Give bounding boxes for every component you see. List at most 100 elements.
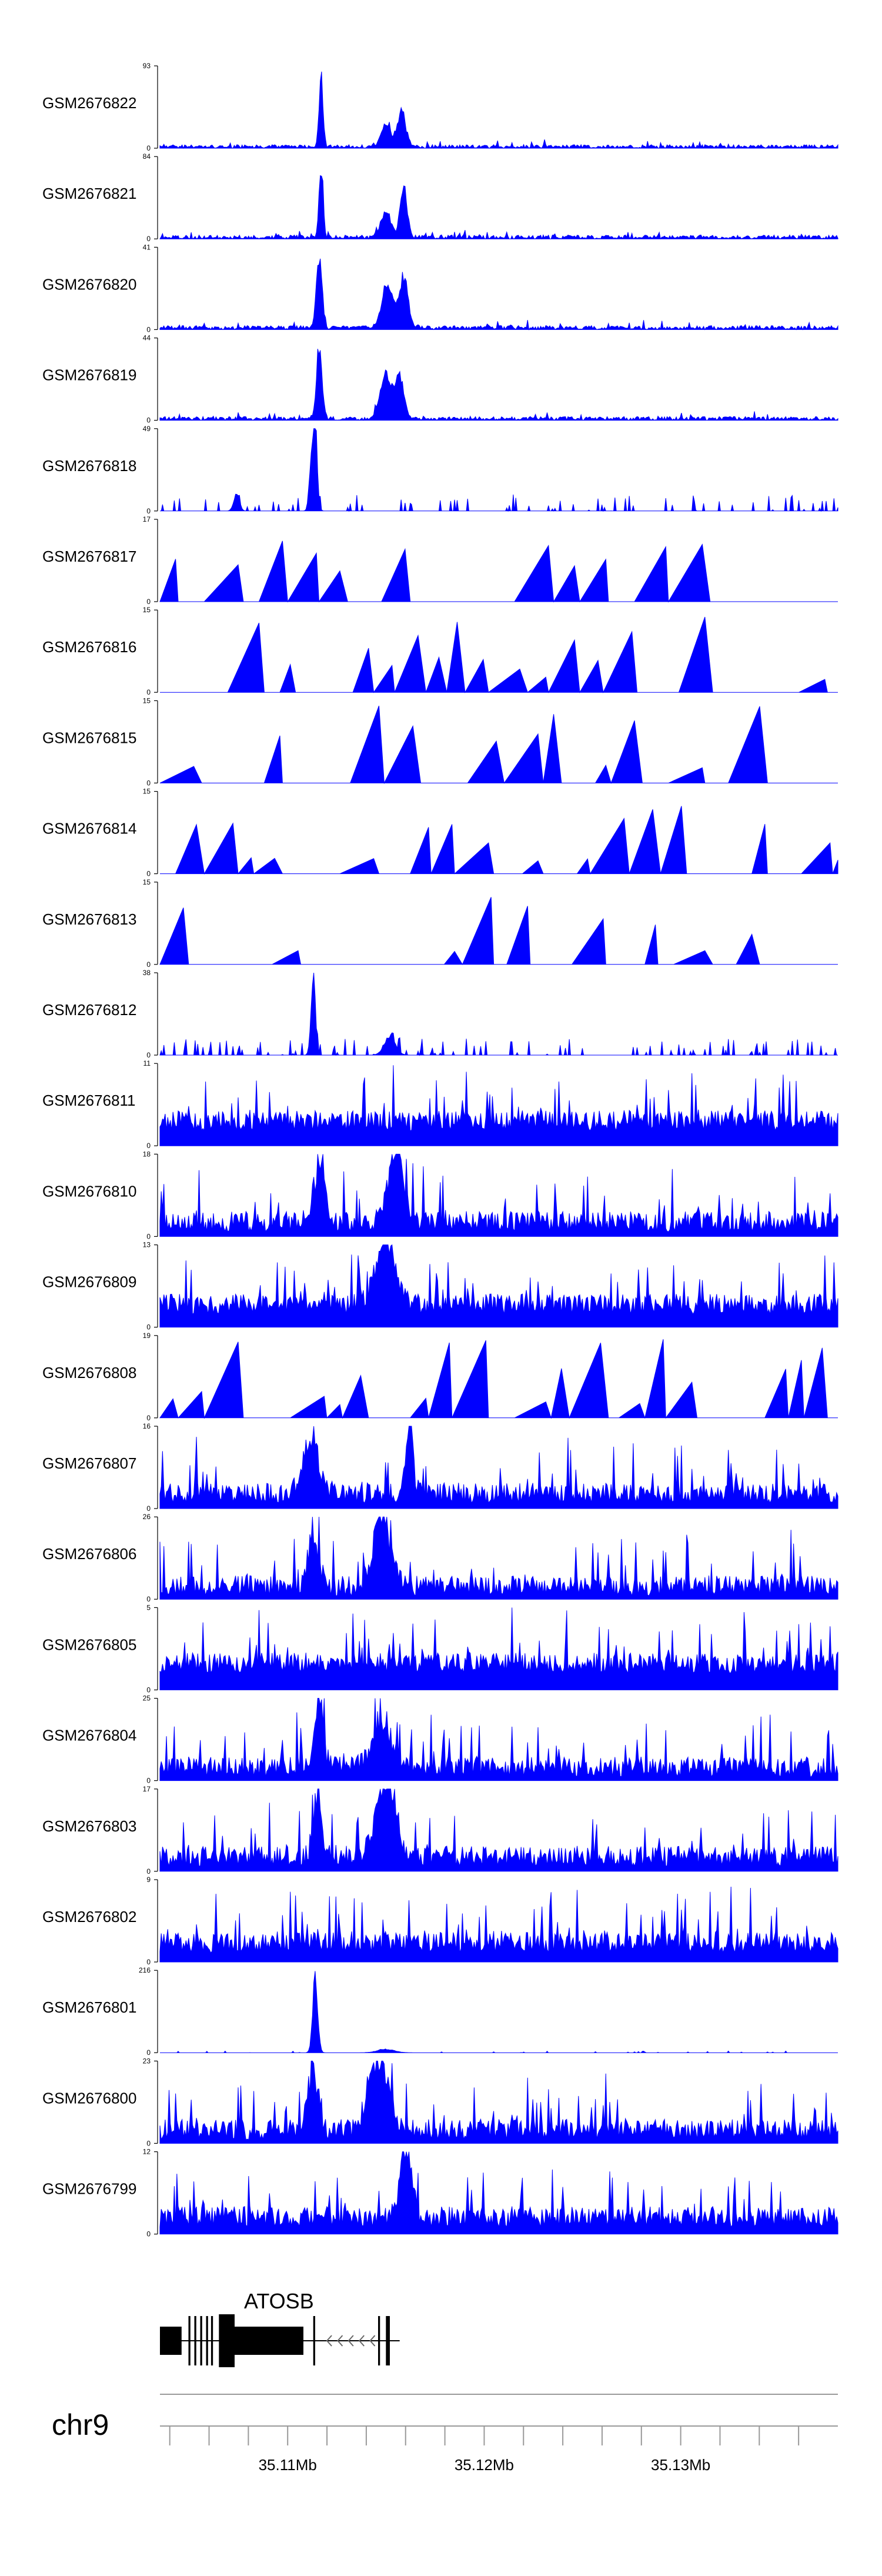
coverage-area [159,1788,838,1872]
track-label: GSM2676819 [42,366,136,384]
y-max-label: 5 [146,1603,151,1611]
coverage-area [159,1244,838,1328]
y-max-label: 44 [143,334,151,342]
y-min-label: 0 [146,1323,151,1332]
y-max-label: 84 [143,152,151,161]
track-label: GSM2676814 [42,820,136,837]
track-label: GSM2676818 [42,457,136,475]
y-min-label: 0 [146,779,151,787]
y-max-label: 216 [139,1966,151,1974]
y-min-label: 0 [146,325,151,333]
gene-exon [378,2316,380,2365]
coverage-area [159,1516,838,1600]
track-GSM2676817: GSM2676817 17 0 [42,515,838,606]
strand-arrow [369,2335,376,2347]
y-max-label: 9 [146,1876,151,1884]
x-tick-label: 35.12Mb [455,2456,514,2474]
track-GSM2676799: GSM2676799 12 0 [42,2148,838,2238]
gene-annotation-track: ATOSB [160,2289,400,2367]
track-label: GSM2676820 [42,275,136,293]
coverage-area [159,2151,838,2235]
coverage-area [160,1971,838,2053]
track-label: GSM2676806 [42,1545,136,1563]
x-tick-label: 35.11Mb [259,2456,317,2474]
track-label: GSM2676805 [42,1636,136,1653]
track-GSM2676814: GSM2676814 15 0 [42,788,838,878]
track-label: GSM2676811 [42,1092,136,1109]
y-min-label: 0 [146,598,151,606]
track-GSM2676809: GSM2676809 13 0 [42,1241,838,1332]
track-GSM2676820: GSM2676820 41 0 [42,243,838,333]
track-label: GSM2676799 [42,2180,136,2198]
y-min-label: 0 [146,688,151,696]
track-label: GSM2676810 [42,1182,136,1200]
track-GSM2676808: GSM2676808 19 0 [42,1332,838,1422]
gene-exon [313,2316,315,2365]
y-max-label: 16 [143,1422,151,1430]
coverage-area [159,258,838,331]
gene-exon [219,2314,235,2367]
track-label: GSM2676812 [42,1001,136,1019]
track-label: GSM2676801 [42,1998,136,2016]
y-min-label: 0 [146,960,151,969]
coverage-area [159,1065,838,1146]
y-max-label: 25 [143,1694,151,1703]
y-max-label: 11 [143,1059,151,1067]
track-label: GSM2676813 [42,910,136,928]
y-max-label: 41 [143,243,151,251]
track-label: GSM2676816 [42,638,136,656]
strand-arrow [337,2335,343,2347]
track-label: GSM2676800 [42,2089,136,2107]
y-max-label: 17 [143,1785,151,1793]
coverage-area [159,897,838,965]
coverage-area [159,175,838,240]
track-GSM2676813: GSM2676813 15 0 [42,878,838,969]
track-label: GSM2676822 [42,94,136,112]
coverage-area [159,705,838,785]
track-GSM2676802: GSM2676802 9 0 [42,1876,838,1966]
y-min-label: 0 [146,416,151,425]
gene-exon [206,2316,208,2365]
y-max-label: 49 [143,425,151,433]
track-GSM2676804: GSM2676804 25 0 [42,1694,838,1785]
coverage-area [159,349,838,421]
y-max-label: 15 [143,878,151,886]
coverage-area [160,428,838,512]
coverage-area [159,1886,838,1963]
coverage-area [159,71,838,149]
x-tick-label: 35.13Mb [651,2456,710,2474]
coverage-area [160,616,838,693]
y-min-label: 0 [146,1504,151,1513]
y-max-label: 15 [143,606,151,614]
gene-exon [188,2316,191,2365]
track-label: GSM2676804 [42,1727,136,1744]
y-max-label: 13 [143,1241,151,1249]
gene-exon [160,2327,182,2355]
strand-arrow [358,2335,365,2347]
coverage-area [160,806,838,875]
coverage-area [159,1607,838,1690]
track-label: GSM2676815 [42,729,136,746]
y-max-label: 18 [143,1150,151,1158]
y-min-label: 0 [146,2230,151,2238]
track-label: GSM2676808 [42,1364,136,1382]
track-GSM2676811: GSM2676811 11 0 [42,1059,838,1150]
gene-label-atosb: ATOSB [244,2289,314,2313]
coverage-area [159,540,838,603]
strand-arrow [326,2335,332,2347]
track-GSM2676810: GSM2676810 18 0 [42,1150,838,1240]
track-label: GSM2676802 [42,1908,136,1926]
y-max-label: 15 [143,788,151,796]
track-GSM2676800: GSM2676800 23 0 [42,2057,838,2147]
track-GSM2676822: GSM2676822 93 0 [42,62,838,152]
y-max-label: 93 [143,62,151,70]
y-max-label: 19 [143,1332,151,1340]
strand-arrow [348,2335,354,2347]
coverage-tracks: GSM2676822930GSM2676821840GSM2676820410G… [42,62,838,2238]
track-label: GSM2676821 [42,185,136,202]
track-GSM2676807: GSM2676807 16 0 [42,1422,838,1513]
y-min-label: 0 [146,2139,151,2147]
track-GSM2676805: GSM2676805 5 0 [42,1603,838,1694]
track-label: GSM2676803 [42,1817,136,1835]
